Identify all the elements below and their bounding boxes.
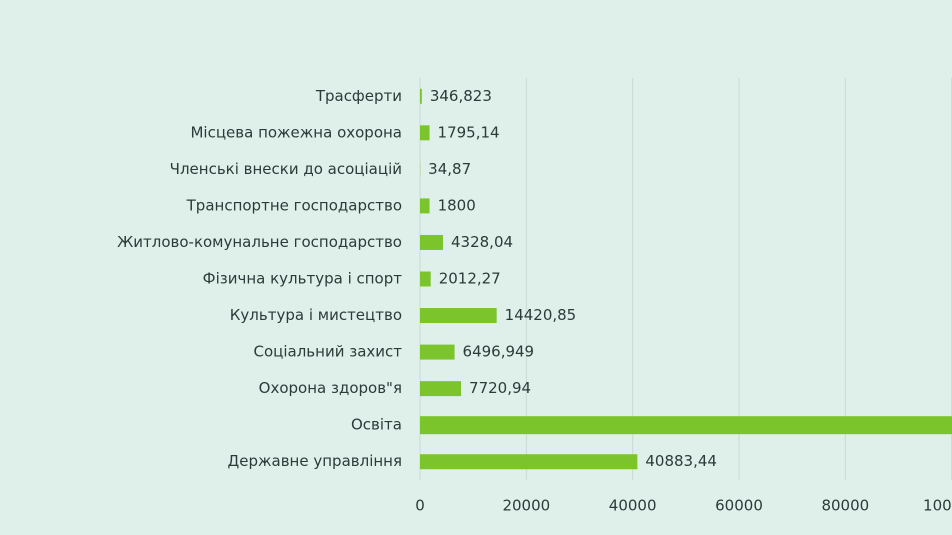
category-label: Соціальний захист	[254, 343, 403, 361]
category-label: Охорона здоров"я	[259, 379, 402, 397]
category-label: Житлово-комунальне господарство	[117, 233, 402, 251]
value-label: 34,87	[428, 160, 471, 178]
x-tick-label: 80000	[821, 497, 869, 515]
value-label: 4328,04	[451, 233, 513, 251]
bar	[420, 454, 638, 470]
category-label: Державне управління	[228, 452, 402, 470]
x-tick-label: 60000	[715, 497, 763, 515]
x-tick-label: 0	[415, 497, 425, 515]
value-label: 2012,27	[439, 270, 501, 288]
bar	[420, 234, 444, 250]
value-label: 7720,94	[469, 379, 531, 397]
value-label: 40883,44	[645, 452, 717, 470]
category-label: Культура і мистецтво	[230, 306, 402, 324]
bar	[420, 88, 422, 104]
bar	[420, 381, 462, 397]
bar	[420, 416, 952, 435]
value-label: 6496,949	[463, 343, 535, 361]
x-tick-label: 100000	[923, 497, 952, 515]
value-label: 346,823	[430, 87, 492, 105]
x-tick-label: 40000	[609, 497, 657, 515]
bar	[420, 308, 497, 324]
bar	[420, 198, 430, 214]
bar	[420, 125, 430, 141]
bar	[420, 344, 455, 360]
value-label: 14420,85	[505, 306, 577, 324]
category-label: Транспортне господарство	[186, 196, 402, 214]
bar	[420, 271, 431, 287]
category-label: Освіта	[351, 416, 402, 434]
category-label: Місцева пожежна охорона	[190, 123, 402, 141]
x-tick-label: 20000	[502, 497, 550, 515]
category-label: Трасферти	[315, 87, 402, 105]
category-label: Членські внески до асоціацій	[170, 160, 402, 178]
category-label: Фізична культура і спорт	[203, 270, 403, 288]
value-label: 1795,14	[438, 123, 500, 141]
value-label: 1800	[438, 196, 476, 214]
